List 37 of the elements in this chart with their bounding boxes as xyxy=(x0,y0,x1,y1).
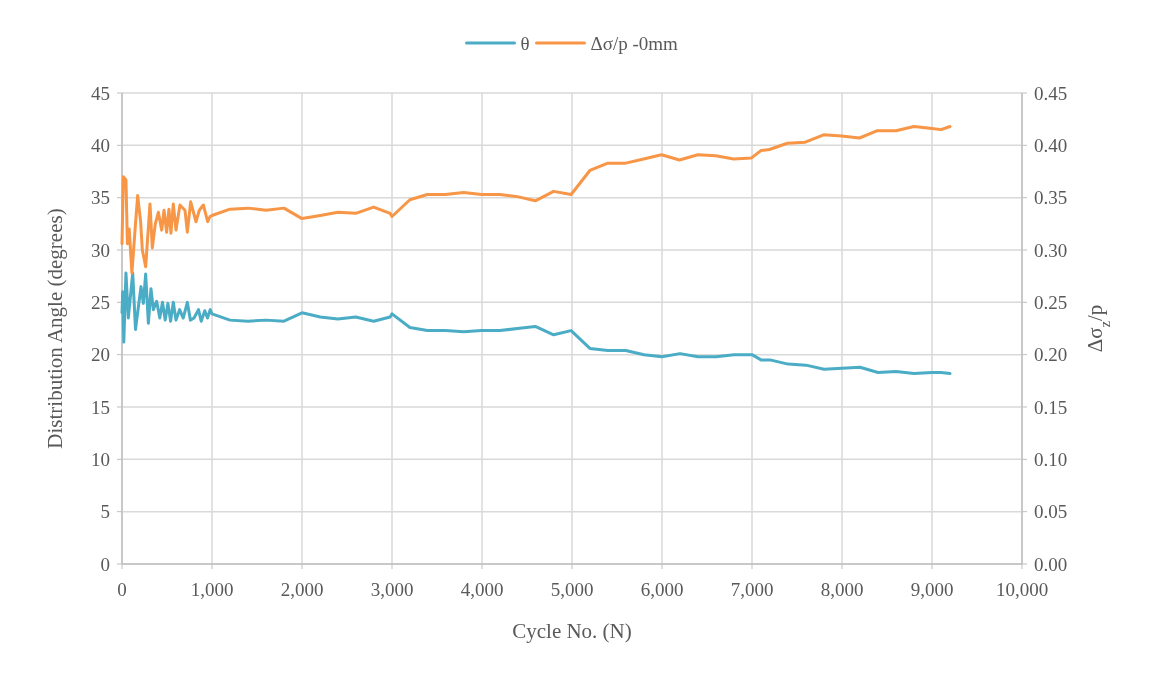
x-tick-label: 1,000 xyxy=(190,579,234,600)
x-tick-label: 9,000 xyxy=(910,579,954,600)
y-tick-label: 15 xyxy=(91,396,110,418)
x-tick-label: 3,000 xyxy=(370,579,414,600)
legend-label: θ xyxy=(520,32,530,54)
y-tick-label: 10 xyxy=(91,448,110,470)
x-tick-label: 4,000 xyxy=(460,579,504,600)
x-tick-label: 5,000 xyxy=(550,579,594,600)
y2-tick-label: 0.00 xyxy=(1034,553,1068,575)
y-tick-label: 25 xyxy=(91,291,110,313)
line-series xyxy=(120,271,952,376)
y-tick-label: 35 xyxy=(91,187,110,209)
x-tick-label: 7,000 xyxy=(730,579,774,600)
y-tick-label: 45 xyxy=(91,82,110,104)
x-tick-label: 0 xyxy=(117,579,127,600)
y-tick-label: 0 xyxy=(100,553,110,575)
x-axis-title: Cycle No. (N) xyxy=(512,619,632,643)
legend-label: Δσ/p -0mm xyxy=(590,32,679,54)
y2-tick-label: 0.35 xyxy=(1034,187,1068,209)
line-series xyxy=(120,124,952,275)
x-tick-label: 2,000 xyxy=(280,579,324,600)
y2-tick-label: 0.20 xyxy=(1034,344,1068,366)
y-tick-label: 40 xyxy=(91,134,110,156)
y2-tick-label: 0.25 xyxy=(1034,291,1068,313)
y2-tick-label: 0.40 xyxy=(1034,134,1068,156)
y-tick-label: 20 xyxy=(91,344,110,366)
x-tick-label: 10,000 xyxy=(995,579,1049,600)
x-tick-label: 8,000 xyxy=(820,579,864,600)
y-axis-title: Distribution Angle (degrees) xyxy=(43,208,67,449)
x-tick-label: 6,000 xyxy=(640,579,684,600)
y2-tick-label: 0.05 xyxy=(1034,501,1068,523)
y2-tick-label: 0.15 xyxy=(1034,396,1068,418)
y2-tick-label: 0.45 xyxy=(1034,82,1068,104)
y2-tick-label: 0.10 xyxy=(1034,448,1068,470)
y-tick-label: 30 xyxy=(91,239,110,261)
y2-tick-label: 0.30 xyxy=(1034,239,1068,261)
y-tick-label: 5 xyxy=(100,501,110,523)
